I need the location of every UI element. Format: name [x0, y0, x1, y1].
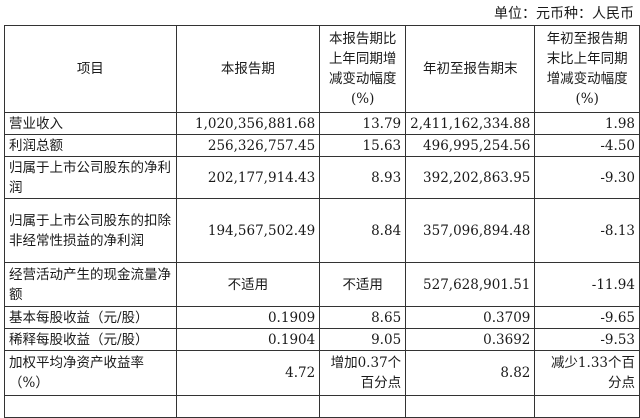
row-item: 基本每股收益（元/股）	[4, 306, 177, 329]
row-ytd-change: 1.98	[534, 112, 640, 135]
row-item: 经营活动产生的现金流量净额	[4, 262, 177, 307]
header-line: 上年同期增	[328, 51, 397, 67]
row-ytd-change: -9.65	[534, 306, 640, 329]
header-line: 年初至报告期	[546, 31, 628, 47]
financial-table: 项目 本报告期 本报告期比 上年同期增 减变动幅度 (%) 年初至报告期末 年初…	[4, 25, 640, 418]
row-ytd: 392,202,863.95	[405, 156, 536, 199]
header-line: (%)	[575, 91, 599, 107]
row-current: 202,177,914.43	[175, 156, 321, 199]
header-current: 本报告期	[175, 25, 321, 113]
table-row: 利润总额 256,326,757.45 15.63 496,995,254.56 -4.…	[4, 134, 640, 157]
row-current-change: 9.05	[319, 328, 407, 351]
unit-label: 单位：元币种：人民币	[494, 6, 634, 22]
row-current: 4.72	[175, 350, 321, 396]
row-item: 稀释每股收益（元/股）	[4, 328, 177, 351]
row-current-change: 8.93	[319, 156, 407, 199]
row-ytd: 8.82	[405, 350, 536, 396]
row-ytd: 0.3692	[405, 328, 536, 351]
table-row-partial	[4, 395, 640, 418]
row-ytd-change: -8.13	[534, 198, 640, 263]
row-item: 加权平均净资产收益率（%）	[4, 350, 177, 396]
row-ytd: 2,411,162,334.88	[405, 112, 536, 135]
table-row: 营业收入 1,020,356,881.68 13.79 2,411,162,334.8…	[4, 112, 640, 135]
header-line: (%)	[351, 91, 375, 107]
table-row: 稀释每股收益（元/股） 0.1904 9.05 0.3692 -9.53	[4, 328, 640, 351]
row-ytd: 0.3709	[405, 306, 536, 329]
header-current-change: 本报告期比 上年同期增 减变动幅度 (%)	[319, 25, 407, 113]
row-ytd-change: -9.53	[534, 328, 640, 351]
row-current-change: 8.84	[319, 198, 407, 263]
row-current-change: 15.63	[319, 134, 407, 157]
row-ytd: 527,628,901.51	[405, 262, 536, 307]
row-current-change: 8.65	[319, 306, 407, 329]
row-ytd-change: -9.30	[534, 156, 640, 199]
row-current: 256,326,757.45	[175, 134, 321, 157]
row-current: 1,020,356,881.68	[175, 112, 321, 135]
row-item: 利润总额	[4, 134, 177, 157]
row-current-change: 13.79	[319, 112, 407, 135]
row-ytd-change: 减少1.33个百分点	[534, 350, 640, 396]
row-ytd-change: -11.94	[534, 262, 640, 307]
table-row: 经营活动产生的现金流量净额 不适用 不适用 527,628,901.51 -11.94	[4, 262, 640, 307]
header-line: 末比上年同期	[546, 51, 628, 67]
row-current: 不适用	[175, 262, 321, 307]
row-current-change: 不适用	[319, 262, 407, 307]
header-line: 增减变动幅度	[546, 71, 628, 87]
table-row: 归属于上市公司股东的净利润 202,177,914.43 8.93 392,202,8…	[4, 156, 640, 199]
header-line: 减变动幅度	[328, 71, 397, 87]
header-ytd: 年初至报告期末	[405, 25, 536, 113]
row-current: 0.1904	[175, 328, 321, 351]
row-current: 194,567,502.49	[175, 198, 321, 263]
table-row: 归属于上市公司股东的扣除非经常性损益的净利润 194,567,502.49 8.84…	[4, 198, 640, 263]
row-current-change: 增加0.37个百分点	[319, 350, 407, 396]
row-ytd: 357,096,894.48	[405, 198, 536, 263]
header-line: 本报告期比	[328, 31, 397, 47]
table-row: 加权平均净资产收益率（%） 4.72 增加0.37个百分点 8.82 减少1.33个百分…	[4, 350, 640, 396]
table-row: 基本每股收益（元/股） 0.1909 8.65 0.3709 -9.65	[4, 306, 640, 329]
header-row: 项目 本报告期 本报告期比 上年同期增 减变动幅度 (%) 年初至报告期末 年初…	[4, 25, 640, 113]
row-item: 营业收入	[4, 112, 177, 135]
row-ytd-change: -4.50	[534, 134, 640, 157]
row-ytd: 496,995,254.56	[405, 134, 536, 157]
row-current: 0.1909	[175, 306, 321, 329]
row-item: 归属于上市公司股东的净利润	[4, 156, 177, 199]
header-ytd-change: 年初至报告期 末比上年同期 增减变动幅度 (%)	[534, 25, 640, 113]
row-item: 归属于上市公司股东的扣除非经常性损益的净利润	[4, 198, 177, 263]
header-item: 项目	[4, 25, 177, 113]
